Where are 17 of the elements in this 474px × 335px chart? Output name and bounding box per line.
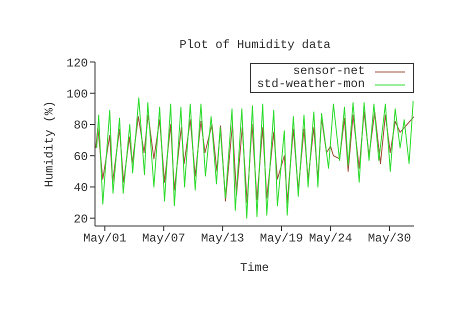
x-tick-label: May/24 <box>308 232 352 246</box>
x-tick-label: May/01 <box>83 232 126 246</box>
legend-label: std-weather-mon <box>256 77 365 91</box>
legend-label: sensor-net <box>292 64 365 78</box>
y-tick-label: 40 <box>74 181 88 196</box>
x-tick-label: May/19 <box>260 232 304 246</box>
y-tick-label: 120 <box>66 56 88 70</box>
x-tick-label: May/13 <box>200 232 244 246</box>
y-tick-label: 20 <box>74 212 88 226</box>
y-tick-label: 100 <box>66 88 88 102</box>
x-tick-label: May/30 <box>368 232 412 246</box>
y-tick-label: 80 <box>74 118 88 133</box>
y-axis-title: Humidity (%) <box>42 100 56 188</box>
x-axis-title: Time <box>240 261 269 275</box>
chart-title: Plot of Humidity data <box>178 38 332 52</box>
x-tick-label: May/07 <box>142 232 186 246</box>
y-tick-label: 60 <box>74 150 88 164</box>
